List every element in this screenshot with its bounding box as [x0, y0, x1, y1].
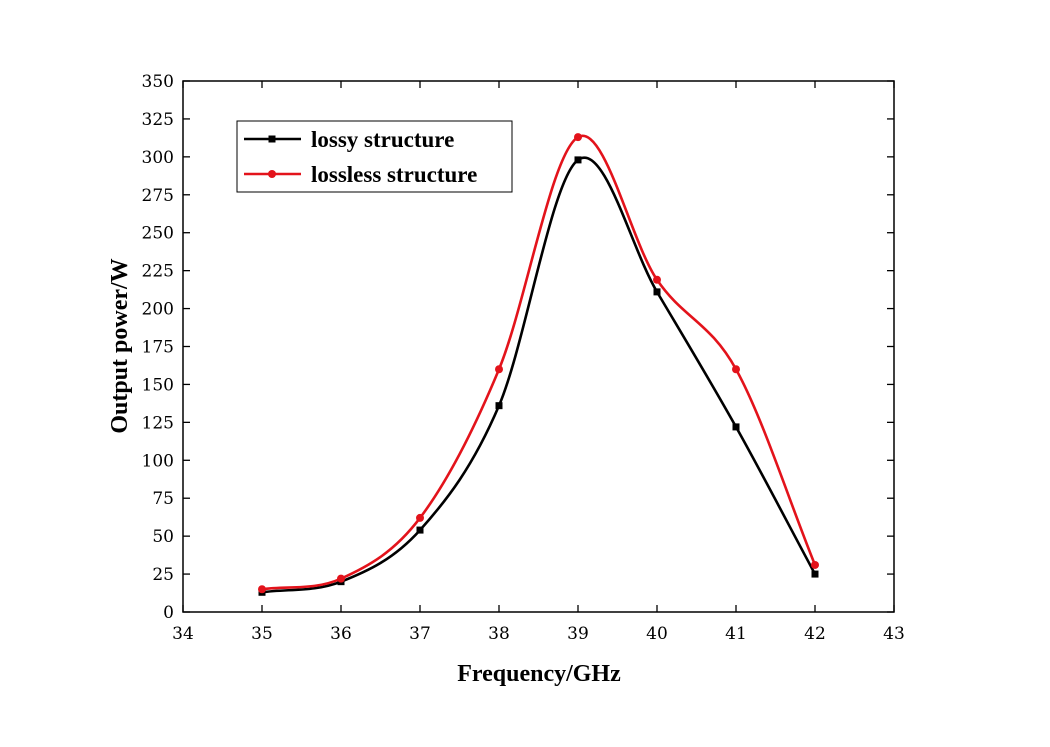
data-point [574, 156, 582, 164]
y-tick-label: 25 [152, 565, 174, 585]
series-1 [258, 156, 819, 596]
series-layer [258, 133, 819, 596]
data-point [811, 560, 819, 569]
x-tick-label: 34 [172, 624, 194, 644]
y-axis: 0 25 50 75 100 125 150 175 200 225 250 275 300 325 350 [142, 72, 894, 623]
x-tick-label: 39 [567, 624, 589, 644]
y-tick-label: 75 [152, 489, 174, 509]
y-tick-label: 250 [142, 224, 174, 244]
y-tick-label: 100 [142, 451, 174, 471]
y-tick-label: 300 [142, 148, 174, 168]
y-tick-label: 200 [142, 300, 174, 320]
legend-marker [268, 135, 276, 143]
data-point [732, 365, 740, 374]
legend-item: lossy structure [244, 127, 454, 152]
data-point [653, 288, 661, 296]
x-tick-label: 43 [883, 624, 905, 644]
data-point [495, 402, 503, 410]
y-tick-label: 225 [142, 262, 174, 282]
data-point [653, 275, 661, 284]
x-tick-label: 38 [488, 624, 510, 644]
x-tick-label: 42 [804, 624, 826, 644]
x-axis: 34 35 36 37 38 39 40 41 42 43 [172, 81, 905, 644]
x-tick-label: 35 [251, 624, 273, 644]
y-tick-label: 150 [142, 375, 174, 395]
y-axis-title: Output power/W [107, 258, 133, 433]
x-tick-label: 40 [646, 624, 668, 644]
legend-box [236, 120, 513, 193]
y-tick-label: 350 [142, 72, 174, 92]
legend-label: lossless structure [311, 162, 477, 187]
legend-item: lossless structure [244, 162, 477, 187]
y-tick-label: 50 [152, 527, 174, 547]
data-point [732, 423, 740, 431]
data-point [495, 365, 503, 374]
data-point [337, 574, 345, 583]
series-line [261, 156, 817, 594]
y-tick-label: 0 [163, 603, 174, 623]
data-point [574, 133, 582, 142]
y-tick-label: 325 [142, 110, 174, 130]
data-point [811, 570, 819, 578]
legend-label: lossy structure [311, 127, 454, 152]
x-tick-label: 37 [409, 624, 431, 644]
y-tick-label: 175 [142, 338, 174, 358]
data-point [258, 585, 266, 594]
data-point [416, 526, 424, 534]
x-tick-label: 36 [330, 624, 352, 644]
legend: lossy structure lossless structure [236, 120, 513, 193]
x-axis-title: Frequency/GHz [457, 661, 621, 687]
data-point [416, 513, 424, 522]
x-tick-label: 41 [725, 624, 747, 644]
series-2 [258, 133, 819, 594]
y-tick-label: 275 [142, 186, 174, 206]
y-tick-label: 125 [142, 413, 174, 433]
series-line [261, 134, 817, 591]
legend-marker [268, 170, 276, 178]
